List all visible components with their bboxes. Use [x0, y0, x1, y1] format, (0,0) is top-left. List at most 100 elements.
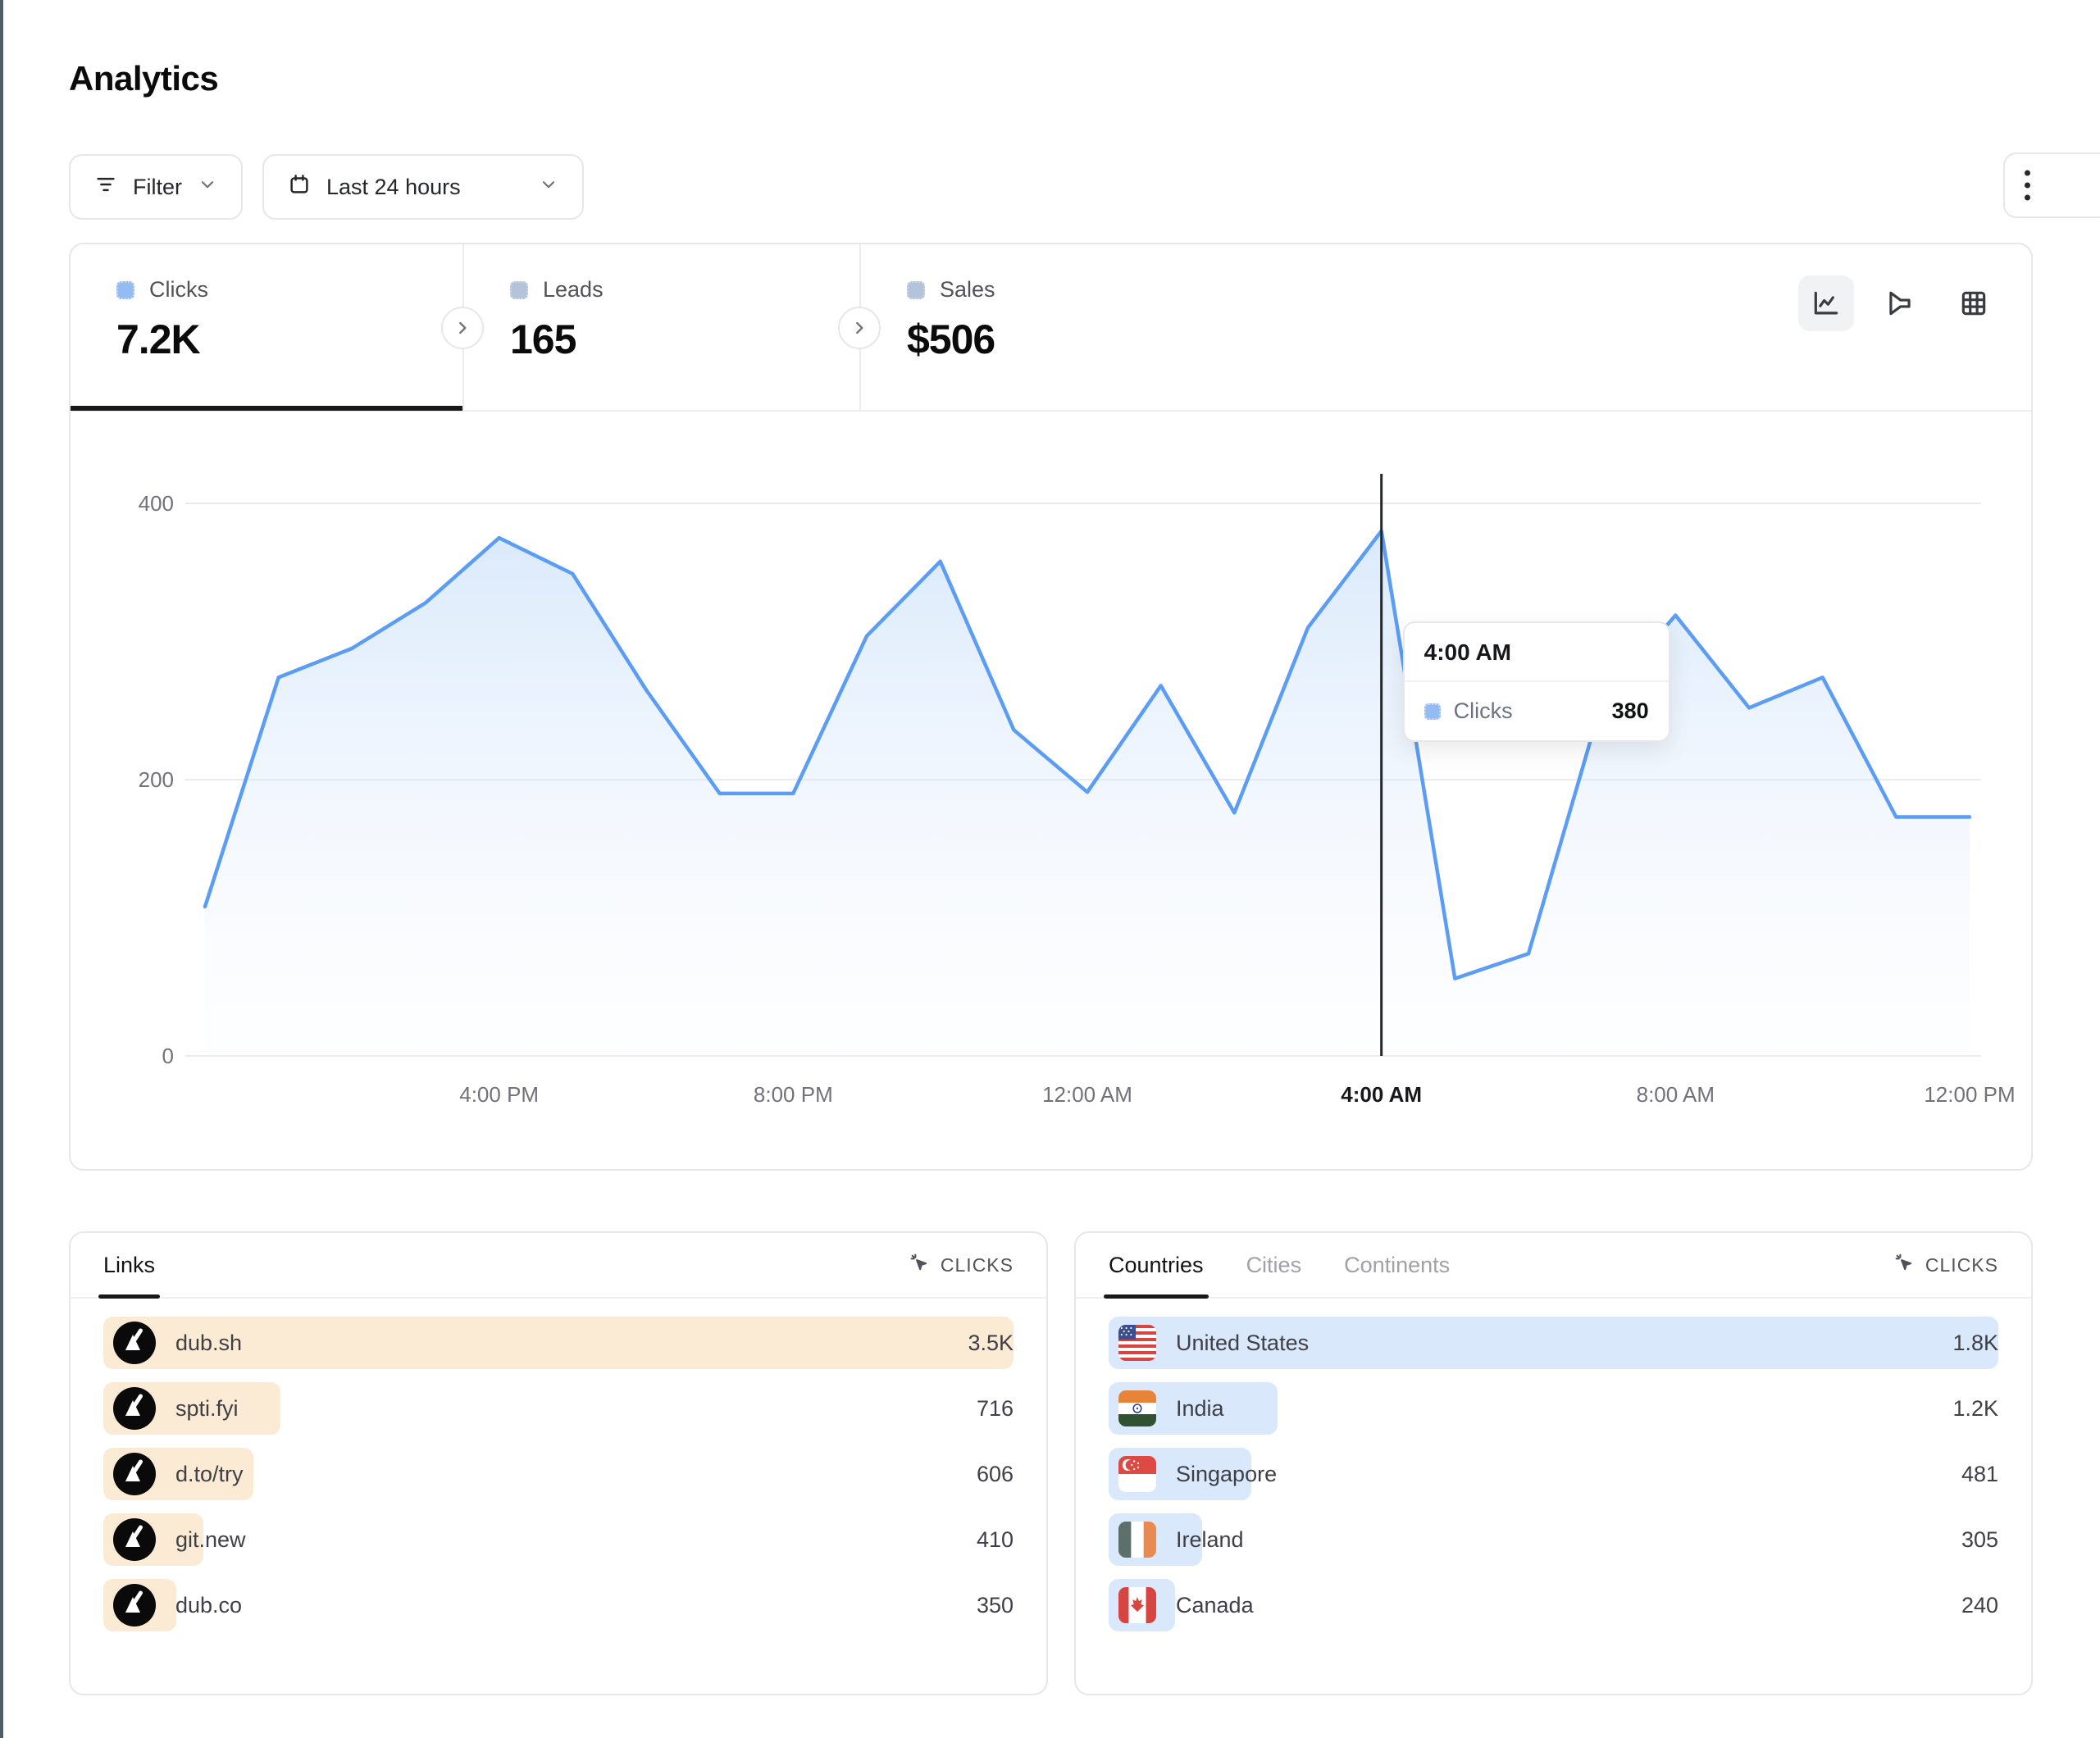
tab-continents[interactable]: Continents: [1344, 1233, 1450, 1297]
country-row-us[interactable]: United States 1.8K: [1109, 1317, 1998, 1369]
link-row-dub.sh[interactable]: dub.sh 3.5K: [103, 1317, 1014, 1369]
links-tab-label: Links: [103, 1252, 156, 1277]
country-row-ca[interactable]: Canada 240: [1109, 1579, 1998, 1631]
geo-metric-selector[interactable]: CLICKS: [1893, 1251, 1998, 1279]
leads-value: 165: [510, 316, 576, 362]
geo-panel: Countries Cities Continents CLICKS: [1074, 1231, 2033, 1695]
metric-label: Clicks: [149, 277, 208, 302]
x-axis-label-8-00-PM: 8:00 PM: [754, 1082, 833, 1107]
country-name: Ireland: [1176, 1526, 1244, 1552]
y-axis-label-400: 400: [139, 491, 174, 516]
country-row-ie[interactable]: Ireland 305: [1109, 1513, 1998, 1566]
table-view-button[interactable]: [1946, 275, 2002, 331]
clicks-count: 350: [976, 1592, 1014, 1617]
kebab-menu-icon: [2025, 170, 2030, 201]
funnel-view-button[interactable]: [1872, 275, 1928, 331]
dub-logo-icon: [113, 1322, 156, 1364]
x-axis-label-4-00-AM: 4:00 AM: [1341, 1082, 1422, 1107]
link-row-d.to/try[interactable]: d.to/try 606: [103, 1448, 1014, 1500]
date-range-selector[interactable]: Last 24 hours: [262, 154, 584, 220]
link-row-dub.co[interactable]: dub.co 350: [103, 1579, 1014, 1631]
country-row-in[interactable]: India 1.2K: [1109, 1382, 1998, 1435]
metric-label: Leads: [543, 277, 604, 302]
sales-value: $506: [907, 316, 995, 362]
link-domain: spti.fyi: [175, 1395, 239, 1421]
clicks-area-chart[interactable]: 400 200 0 4:00 PM 8:00 PM 12:00 AM 4:00 AM 8:00…: [71, 412, 2031, 1340]
clicks-count: 240: [1961, 1592, 1998, 1617]
x-axis-label-12-00-AM: 12:00 AM: [1042, 1082, 1132, 1107]
value-bar: [1109, 1317, 1998, 1369]
leads-legend-square-icon: [510, 280, 528, 299]
row-content: United States: [1118, 1317, 1309, 1369]
tab-clicks[interactable]: Clicks 7.2K: [71, 244, 462, 412]
link-row-spti.fyi[interactable]: spti.fyi 716: [103, 1382, 1014, 1435]
country-name: India: [1176, 1395, 1224, 1421]
flag-us-icon: [1118, 1325, 1156, 1361]
geo-metric-label: CLICKS: [1925, 1253, 1998, 1276]
clicks-count: 606: [976, 1461, 1014, 1486]
tab-leads[interactable]: Leads 165: [464, 244, 859, 412]
flag-sg-icon: [1118, 1456, 1156, 1492]
analytics-chart-card: Clicks 7.2K Leads 165 Sales $506: [69, 243, 2033, 1171]
chart-tooltip: 4:00 AM Clicks 380: [1402, 621, 1670, 742]
cursor-click-icon: [908, 1251, 931, 1279]
row-content: spti.fyi: [113, 1382, 239, 1435]
row-content: Ireland: [1118, 1513, 1244, 1566]
y-axis-label-200: 200: [139, 767, 174, 792]
row-content: d.to/try: [113, 1448, 244, 1500]
metric-label: Sales: [940, 277, 995, 302]
chevron-down-icon: [538, 174, 559, 201]
links-panel-header: Links CLICKS: [71, 1233, 1046, 1299]
link-domain: git.new: [175, 1526, 246, 1552]
chevron-down-icon: [197, 174, 218, 201]
date-range-label: Last 24 hours: [326, 174, 461, 199]
tab-countries[interactable]: Countries: [1104, 1233, 1209, 1299]
dub-logo-icon: [113, 1453, 156, 1495]
links-metric-selector[interactable]: CLICKS: [908, 1251, 1014, 1279]
clicks-count: 3.5K: [968, 1330, 1014, 1355]
filter-button-label: Filter: [133, 174, 182, 199]
tooltip-value: 380: [1611, 698, 1649, 723]
clicks-count: 410: [976, 1526, 1014, 1552]
link-domain: dub.sh: [175, 1330, 243, 1355]
links-list: dub.sh 3.5K spti.fyi 716 d.to/try 606 git.new 4…: [103, 1317, 1014, 1645]
clicks-count: 716: [976, 1395, 1014, 1421]
tooltip-series-square-icon: [1424, 703, 1441, 720]
value-bar: [103, 1317, 1014, 1369]
tooltip-time: 4:00 AM: [1404, 623, 1669, 682]
tab-links[interactable]: Links: [98, 1233, 161, 1299]
link-row-git.new[interactable]: git.new 410: [103, 1513, 1014, 1566]
y-axis-label-0: 0: [162, 1044, 174, 1068]
geo-panel-header: Countries Cities Continents CLICKS: [1076, 1233, 2031, 1299]
chart-view-switcher: [1798, 275, 2002, 331]
filter-button[interactable]: Filter: [69, 154, 243, 220]
x-axis-label-4-00-PM: 4:00 PM: [459, 1082, 539, 1107]
tab-cities[interactable]: Cities: [1246, 1233, 1302, 1297]
tooltip-series-name: Clicks: [1453, 698, 1513, 723]
calendar-icon: [287, 172, 312, 202]
continents-tab-label: Continents: [1344, 1252, 1451, 1277]
tab-sales[interactable]: Sales $506: [861, 244, 1320, 412]
row-content: dub.sh: [113, 1317, 242, 1369]
links-metric-label: CLICKS: [940, 1253, 1014, 1276]
row-content: India: [1118, 1382, 1224, 1435]
cursor-click-icon: [1893, 1251, 1916, 1279]
more-options-button[interactable]: [2003, 152, 2100, 218]
clicks-count: 305: [1961, 1526, 1998, 1552]
x-axis-label-8-00-AM: 8:00 AM: [1637, 1082, 1715, 1107]
page-title: Analytics: [69, 59, 219, 98]
sales-legend-square-icon: [907, 280, 925, 299]
x-axis-label-12-00-PM: 12:00 PM: [1924, 1082, 2015, 1107]
next-metric-chevron-button[interactable]: [441, 307, 484, 349]
next-metric-chevron-button[interactable]: [838, 307, 881, 349]
dub-logo-icon: [113, 1584, 156, 1627]
chart-line: [203, 529, 1972, 980]
countries-tab-label: Countries: [1109, 1252, 1204, 1277]
country-name: Singapore: [1176, 1461, 1278, 1486]
dub-logo-icon: [113, 1518, 156, 1561]
country-row-sg[interactable]: Singapore 481: [1109, 1448, 1998, 1500]
filter-icon: [93, 172, 118, 202]
country-name: United States: [1176, 1330, 1310, 1355]
line-chart-view-button[interactable]: [1798, 275, 1854, 331]
